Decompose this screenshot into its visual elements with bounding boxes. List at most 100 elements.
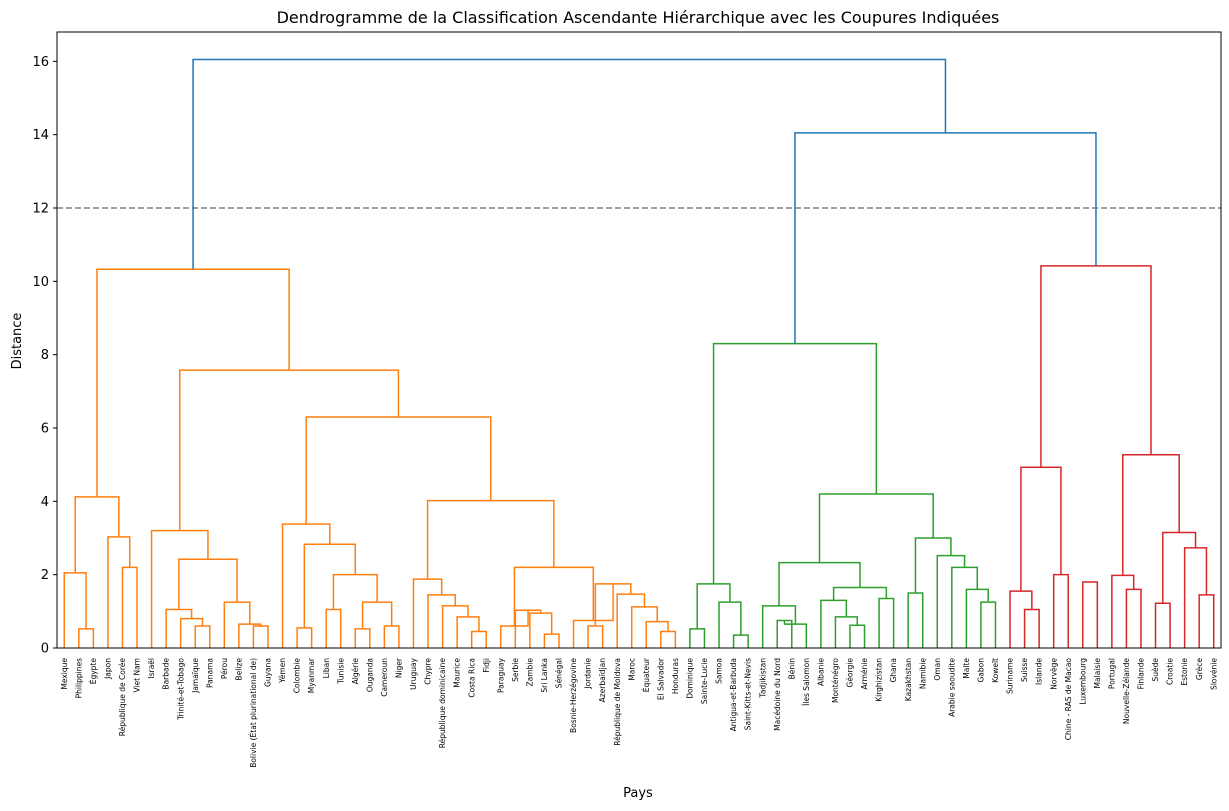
leaf-label: Mexique	[60, 658, 69, 690]
dendrogram-link	[427, 594, 457, 648]
dendrogram-link	[107, 536, 131, 648]
leaf-label: Viet Nam	[133, 658, 142, 693]
leaf-label: Samoa	[715, 658, 724, 684]
leaf-label: Suriname	[1006, 658, 1015, 694]
chart-title: Dendrogramme de la Classification Ascend…	[277, 8, 1000, 27]
leaf-label: Bolivie (État plurinational de)	[249, 658, 258, 768]
dendrogram-link	[951, 566, 979, 648]
leaf-label: Koweït	[991, 658, 1000, 683]
dendrogram-link	[1154, 602, 1171, 648]
dendrogram-link	[1040, 265, 1152, 468]
dendrogram-link	[761, 605, 797, 648]
dendrogram-link	[514, 609, 542, 648]
dendrogram-link	[689, 628, 706, 648]
leaf-label: Niger	[395, 657, 404, 678]
leaf-label: Azerbaïdjan	[598, 658, 607, 703]
leaf-label: Oman	[933, 658, 942, 681]
leaf-labels: Mexique Philippines Égypte Japon République …	[60, 657, 1218, 768]
dendrogram-link	[878, 597, 895, 648]
dendrogram-link	[660, 630, 677, 648]
leaf-label: Uruguay	[409, 657, 418, 689]
dendrogram-link	[1082, 581, 1099, 648]
leaf-label: Trinité-et-Tobago	[176, 658, 185, 721]
leaf-label: Guyana	[264, 658, 273, 687]
leaf-label: Monténégro	[831, 658, 840, 703]
dendrogram-link	[820, 599, 848, 648]
dendrogram-link	[383, 625, 400, 648]
leaf-label: Zambie	[525, 658, 534, 687]
y-tick-label: 8	[41, 348, 49, 363]
dendrogram-link	[1023, 608, 1040, 648]
leaf-label: Équateur	[642, 657, 651, 692]
leaf-label: Kirghizistan	[875, 658, 884, 702]
leaf-label: Maurice	[453, 658, 462, 688]
dendrogram-link	[849, 624, 866, 648]
dendrogram-link	[179, 617, 204, 648]
leaf-label: Égypte	[89, 658, 98, 685]
leaf-label: Honduras	[671, 658, 680, 694]
leaf-label: Dominique	[686, 658, 695, 699]
dendrogram-link	[63, 572, 87, 648]
leaf-label: Ghana	[889, 658, 898, 683]
leaf-label: Suisse	[1020, 658, 1029, 682]
leaf-label: Macédoine du Nord	[773, 658, 782, 731]
leaf-label: Arménie	[860, 658, 869, 690]
leaf-label: Panama	[205, 658, 214, 688]
leaf-label: Maroc	[627, 658, 636, 681]
dendrogram-link	[1052, 573, 1069, 648]
dendrogram-link	[587, 625, 604, 648]
leaf-label: République de Corée	[118, 658, 127, 737]
leaf-label: République dominicaine	[438, 658, 447, 749]
leaf-label: Sri Lanka	[540, 658, 549, 693]
dendrogram-link	[150, 529, 209, 648]
dendrogram-link	[361, 601, 393, 629]
leaf-label: Grèce	[1195, 658, 1204, 680]
leaf-label: Malaisie	[1093, 658, 1102, 689]
dendrogram-link	[1162, 531, 1197, 604]
leaf-label: Fidji	[482, 658, 491, 673]
leaf-label: Chine - RAS de Macao	[1064, 658, 1073, 741]
leaf-label: Bosnie-Herzégovine	[569, 658, 578, 733]
dendrogram-link	[456, 616, 480, 648]
dendrogram-link	[441, 605, 469, 648]
dendrogram-link	[718, 601, 742, 648]
leaf-label: Sainte-Lucie	[700, 658, 709, 704]
dendrogram-link	[194, 625, 211, 648]
dendrogram-link	[980, 601, 997, 648]
dendrogram-link	[696, 583, 731, 629]
leaf-label: Îles Salomon	[802, 658, 811, 706]
dendrogram-link	[794, 132, 1097, 344]
leaf-label: Sénégal	[555, 658, 564, 688]
dendrogram-link	[1125, 588, 1142, 648]
dendrogram-link	[332, 573, 378, 610]
dendrogram-link	[252, 625, 269, 648]
leaf-label: Liban	[322, 658, 331, 679]
dendrogram-link	[936, 554, 966, 648]
dendrogram-link	[223, 601, 251, 648]
leaf-label: Tadjikistan	[758, 658, 767, 699]
dendrogram-link	[965, 588, 989, 648]
dendrogram-link	[732, 634, 749, 648]
dendrogram-link	[783, 620, 808, 648]
leaf-label: Malte	[962, 658, 971, 679]
dendrogram-link	[296, 627, 313, 648]
leaf-label: Serbie	[511, 658, 520, 682]
dendrogram-link	[513, 566, 595, 626]
leaf-label: Kazakhstan	[904, 658, 913, 701]
leaf-label: Portugal	[1107, 658, 1116, 689]
y-tick-label: 16	[32, 55, 49, 70]
leaf-label: Antigua-et-Barbuda	[729, 658, 738, 731]
dendrogram-link	[165, 608, 193, 648]
dendrogram-link	[1183, 547, 1208, 648]
dendrogram-link	[303, 543, 357, 628]
dendrogram-link	[281, 523, 331, 648]
y-tick-label: 10	[32, 275, 49, 290]
dendrogram-link	[1020, 466, 1062, 592]
y-tick-label: 6	[41, 422, 49, 437]
dendrogram-link	[1111, 574, 1135, 648]
dendrogram-link	[1009, 590, 1033, 648]
dendrogram-link	[354, 628, 371, 648]
leaf-label: El Salvador	[656, 657, 665, 700]
dendrogram-link	[907, 592, 924, 648]
